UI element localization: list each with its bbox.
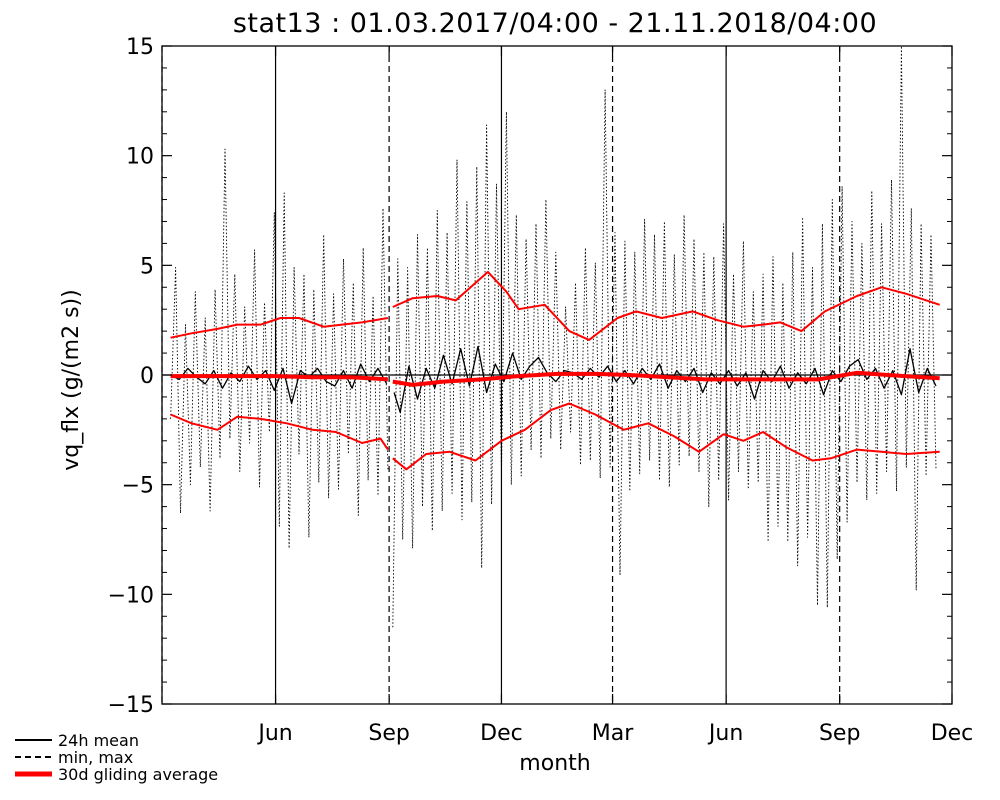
series-min-max-line-1 — [392, 45, 937, 628]
series-30d-gliding-average-line-0 — [170, 374, 389, 382]
y-tick-label: −10 — [108, 583, 154, 608]
x-tick-label: Dec — [480, 721, 523, 746]
x-tick-label: Sep — [819, 721, 860, 746]
x-tick-label: Sep — [368, 721, 409, 746]
series-24h-mean-line-0 — [170, 363, 388, 405]
x-axis-label: month — [519, 751, 590, 776]
axes: −15 −10 −5 0 5 10 15 Jun Sep Dec Mar Jun Sep Dec — [108, 35, 974, 746]
series-30d-gliding-average-min-line-0 — [170, 413, 389, 451]
legend-label-1: min, max — [58, 748, 133, 767]
y-axis-label: vq_flx (g/(m2 s)) — [59, 289, 84, 470]
series-30d-gliding-average-max-line-0 — [170, 317, 389, 339]
series-30d-gliding-average-line-1 — [392, 370, 940, 387]
x-tick-label: Jun — [707, 721, 743, 746]
legend-label-2: 30d gliding average — [58, 765, 218, 784]
series-min-max-line-0 — [170, 148, 389, 549]
series-30d-gliding-average-min-line-1 — [392, 402, 940, 471]
y-tick-label: 15 — [126, 35, 154, 60]
legend-label-0: 24h mean — [58, 731, 139, 750]
plot-area — [161, 45, 952, 704]
y-tick-label: 10 — [126, 145, 154, 170]
y-tick-label: 0 — [140, 364, 154, 389]
series-30d-gliding-average-max-line-1 — [392, 270, 941, 341]
y-tick-label: −15 — [108, 693, 154, 718]
y-tick-label: 5 — [140, 254, 154, 279]
y-tick-label: −5 — [122, 474, 154, 499]
x-tick-label: Dec — [931, 721, 974, 746]
chart-title: stat13 : 01.03.2017/04:00 - 21.11.2018/0… — [233, 8, 877, 39]
x-tick-label: Jun — [256, 721, 292, 746]
x-tick-label: Mar — [592, 721, 634, 746]
